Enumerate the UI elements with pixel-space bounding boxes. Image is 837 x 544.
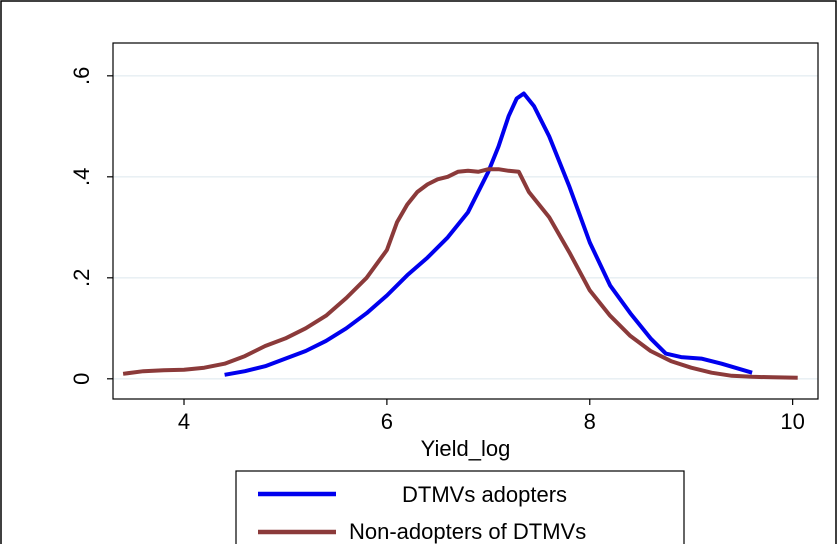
series-layer xyxy=(122,91,798,380)
series-line-dtmvs-adopters xyxy=(224,91,753,377)
axes: 0 .2 .4 .6 4 6 8 10 xyxy=(69,67,805,434)
y-tick-label: 0 xyxy=(69,373,94,385)
x-tick-label: 8 xyxy=(584,409,596,434)
x-tick-label: 4 xyxy=(178,409,190,434)
y-tick-label: .6 xyxy=(69,67,94,85)
series-line-non-adopters xyxy=(122,167,798,380)
y-tick-label: .2 xyxy=(69,269,94,287)
x-tick-label: 6 xyxy=(381,409,393,434)
x-tick-label: 10 xyxy=(780,409,804,434)
x-axis-title: Yield_log xyxy=(421,436,511,461)
y-tick-label: .4 xyxy=(69,168,94,186)
grid xyxy=(113,75,818,380)
plot-frame xyxy=(112,42,819,400)
legend-label-dtmvs-adopters: DTMVs adopters xyxy=(402,482,567,507)
legend-label-non-adopters: Non-adopters of DTMVs xyxy=(349,519,586,544)
legend: DTMVs adopters Non-adopters of DTMVs xyxy=(235,470,685,544)
